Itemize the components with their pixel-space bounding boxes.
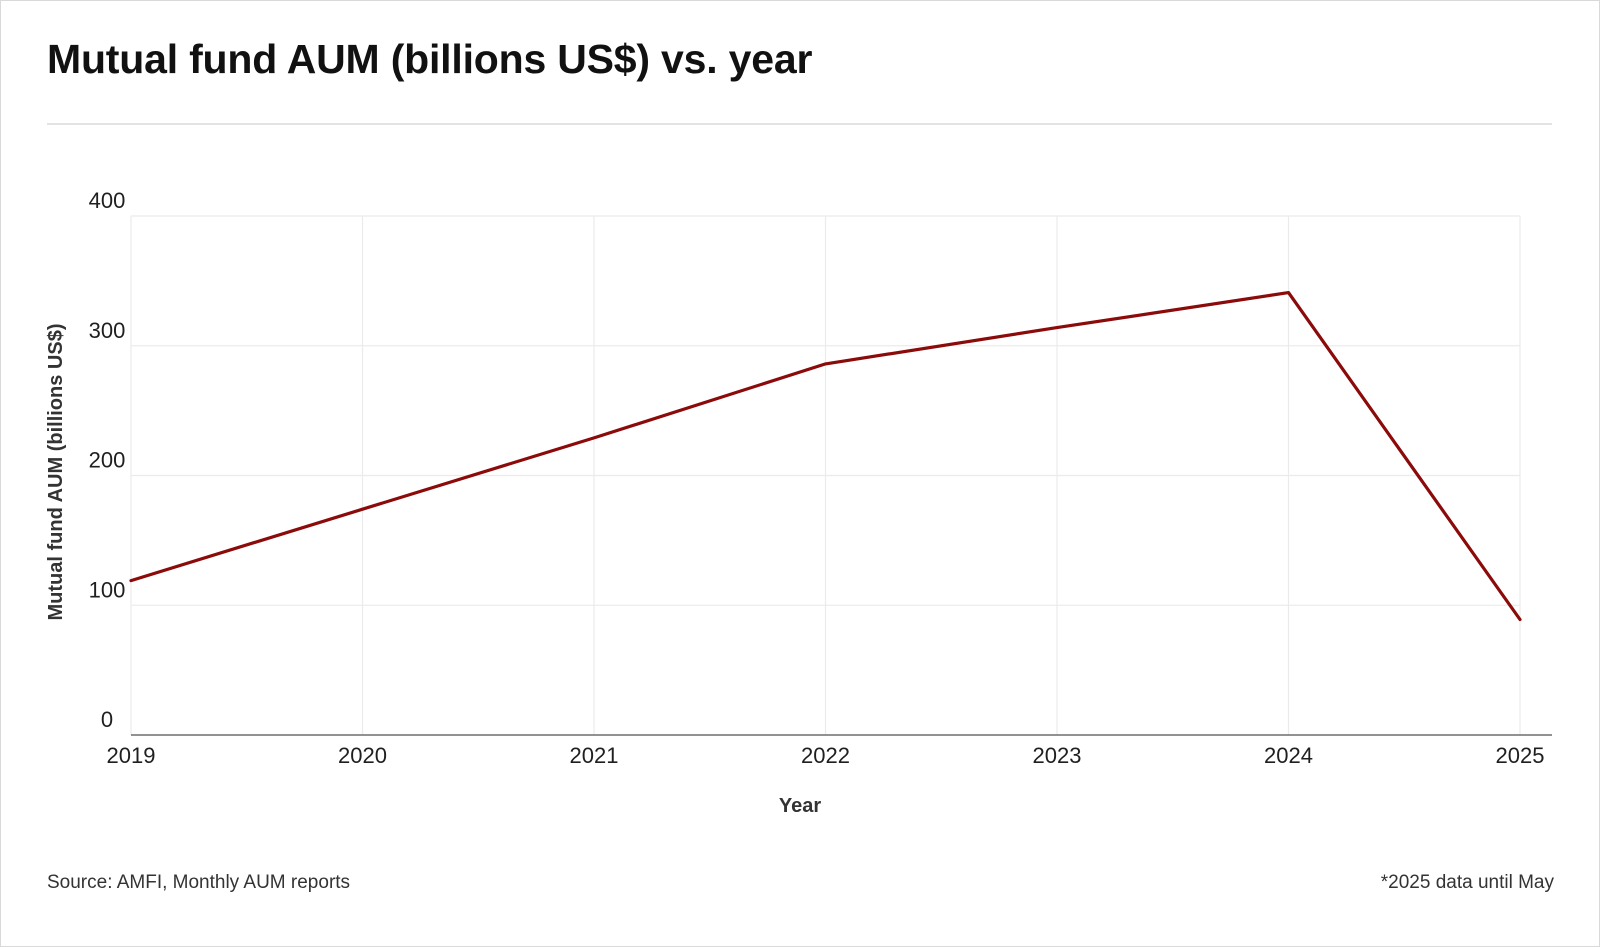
y-tick-label: 100 [89, 577, 126, 602]
x-tick-label: 2020 [338, 743, 387, 768]
y-tick-label: 300 [89, 318, 126, 343]
x-tick-label: 2023 [1033, 743, 1082, 768]
y-tick-label: 400 [89, 188, 126, 213]
footnote: *2025 data until May [1380, 872, 1554, 893]
x-tick-labels: 2019 2020 2021 2022 2023 2024 2025 [107, 743, 1545, 768]
x-axis-title: Year [779, 795, 821, 817]
y-tick-labels: 0 100 200 300 400 [89, 188, 126, 732]
series-line [129, 291, 1522, 622]
x-tick-label: 2022 [801, 743, 850, 768]
source-note: Source: AMFI, Monthly AUM reports [47, 872, 351, 893]
chart-title: Mutual fund AUM (billions US$) vs. year [47, 36, 813, 82]
x-tick-label: 2024 [1264, 743, 1313, 768]
gridlines [130, 215, 1521, 735]
x-tick-label: 2021 [570, 743, 619, 768]
y-tick-label: 200 [89, 448, 126, 473]
x-tick-label: 2025 [1496, 743, 1545, 768]
y-tick-label: 0 [101, 707, 113, 732]
series-layer [129, 291, 1522, 622]
title-divider [47, 123, 1552, 125]
x-tick-label: 2019 [107, 743, 156, 768]
y-axis-title: Mutual fund AUM (billions US$) [45, 323, 67, 620]
